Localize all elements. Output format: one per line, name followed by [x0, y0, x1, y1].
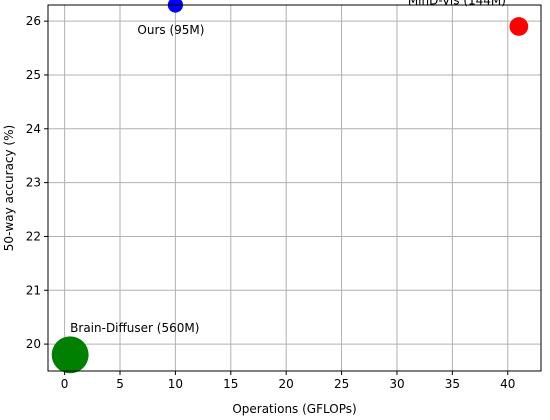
point-annotations: Ours (95M) MinD-Vis (144M) Brain-Diffuser … — [70, 0, 506, 335]
data-points — [51, 0, 529, 374]
y-axis-ticks: 20 21 22 23 24 25 26 — [26, 14, 48, 351]
point-label: Brain-Diffuser (560M) — [70, 321, 199, 335]
y-tick-label: 20 — [26, 337, 41, 351]
y-tick-label: 22 — [26, 229, 41, 243]
x-tick-label: 15 — [223, 377, 238, 391]
y-tick-label: 21 — [26, 283, 41, 297]
x-axis-ticks: 0 5 10 15 20 25 30 35 40 — [61, 371, 515, 391]
y-tick-label: 23 — [26, 176, 41, 190]
point-label: Ours (95M) — [137, 23, 204, 37]
x-tick-label: 10 — [168, 377, 183, 391]
y-tick-label: 24 — [26, 122, 41, 136]
x-tick-label: 35 — [445, 377, 460, 391]
grid — [48, 5, 541, 371]
data-point — [51, 336, 89, 374]
y-axis-label: 50-way accuracy (%) — [2, 125, 16, 251]
data-point — [509, 17, 529, 36]
x-tick-label: 0 — [61, 377, 69, 391]
plot-frame — [47, 4, 542, 372]
y-tick-label: 25 — [26, 68, 41, 82]
x-tick-label: 20 — [279, 377, 294, 391]
x-tick-label: 30 — [389, 377, 404, 391]
x-axis-label: Operations (GFLOPs) — [232, 402, 356, 416]
data-point — [167, 0, 184, 13]
point-label: MinD-Vis (144M) — [408, 0, 506, 8]
x-tick-label: 5 — [116, 377, 124, 391]
y-tick-label: 26 — [26, 14, 41, 28]
x-tick-label: 25 — [334, 377, 349, 391]
x-tick-label: 40 — [500, 377, 515, 391]
